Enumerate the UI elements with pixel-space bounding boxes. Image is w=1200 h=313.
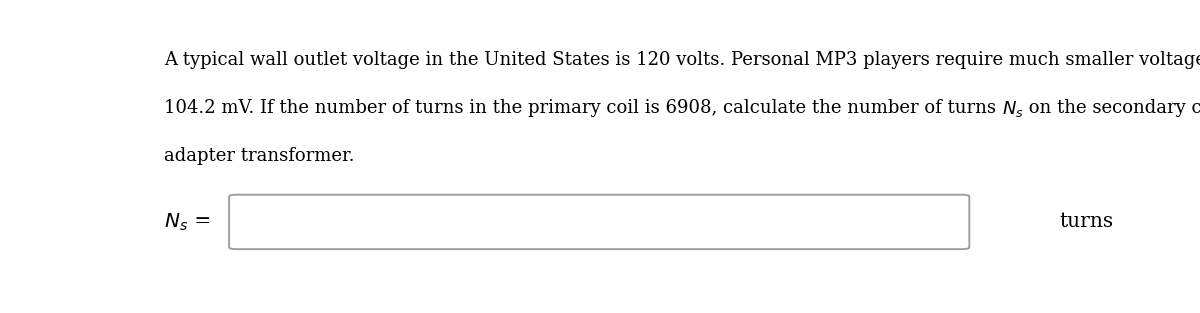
Text: $N_s$: $N_s$ [1002, 99, 1024, 119]
Text: 104.2 mV. If the number of turns in the primary coil is 6908, calculate the numb: 104.2 mV. If the number of turns in the … [164, 99, 1002, 117]
FancyBboxPatch shape [229, 195, 970, 249]
Text: on the secondary coil of the: on the secondary coil of the [1024, 99, 1200, 117]
Text: A typical wall outlet voltage in the United States is 120 volts. Personal MP3 pl: A typical wall outlet voltage in the Uni… [164, 51, 1200, 69]
Text: =: = [188, 213, 211, 231]
Text: adapter transformer.: adapter transformer. [164, 147, 354, 165]
Text: $N_s$: $N_s$ [164, 211, 188, 233]
Text: turns: turns [1060, 213, 1114, 231]
